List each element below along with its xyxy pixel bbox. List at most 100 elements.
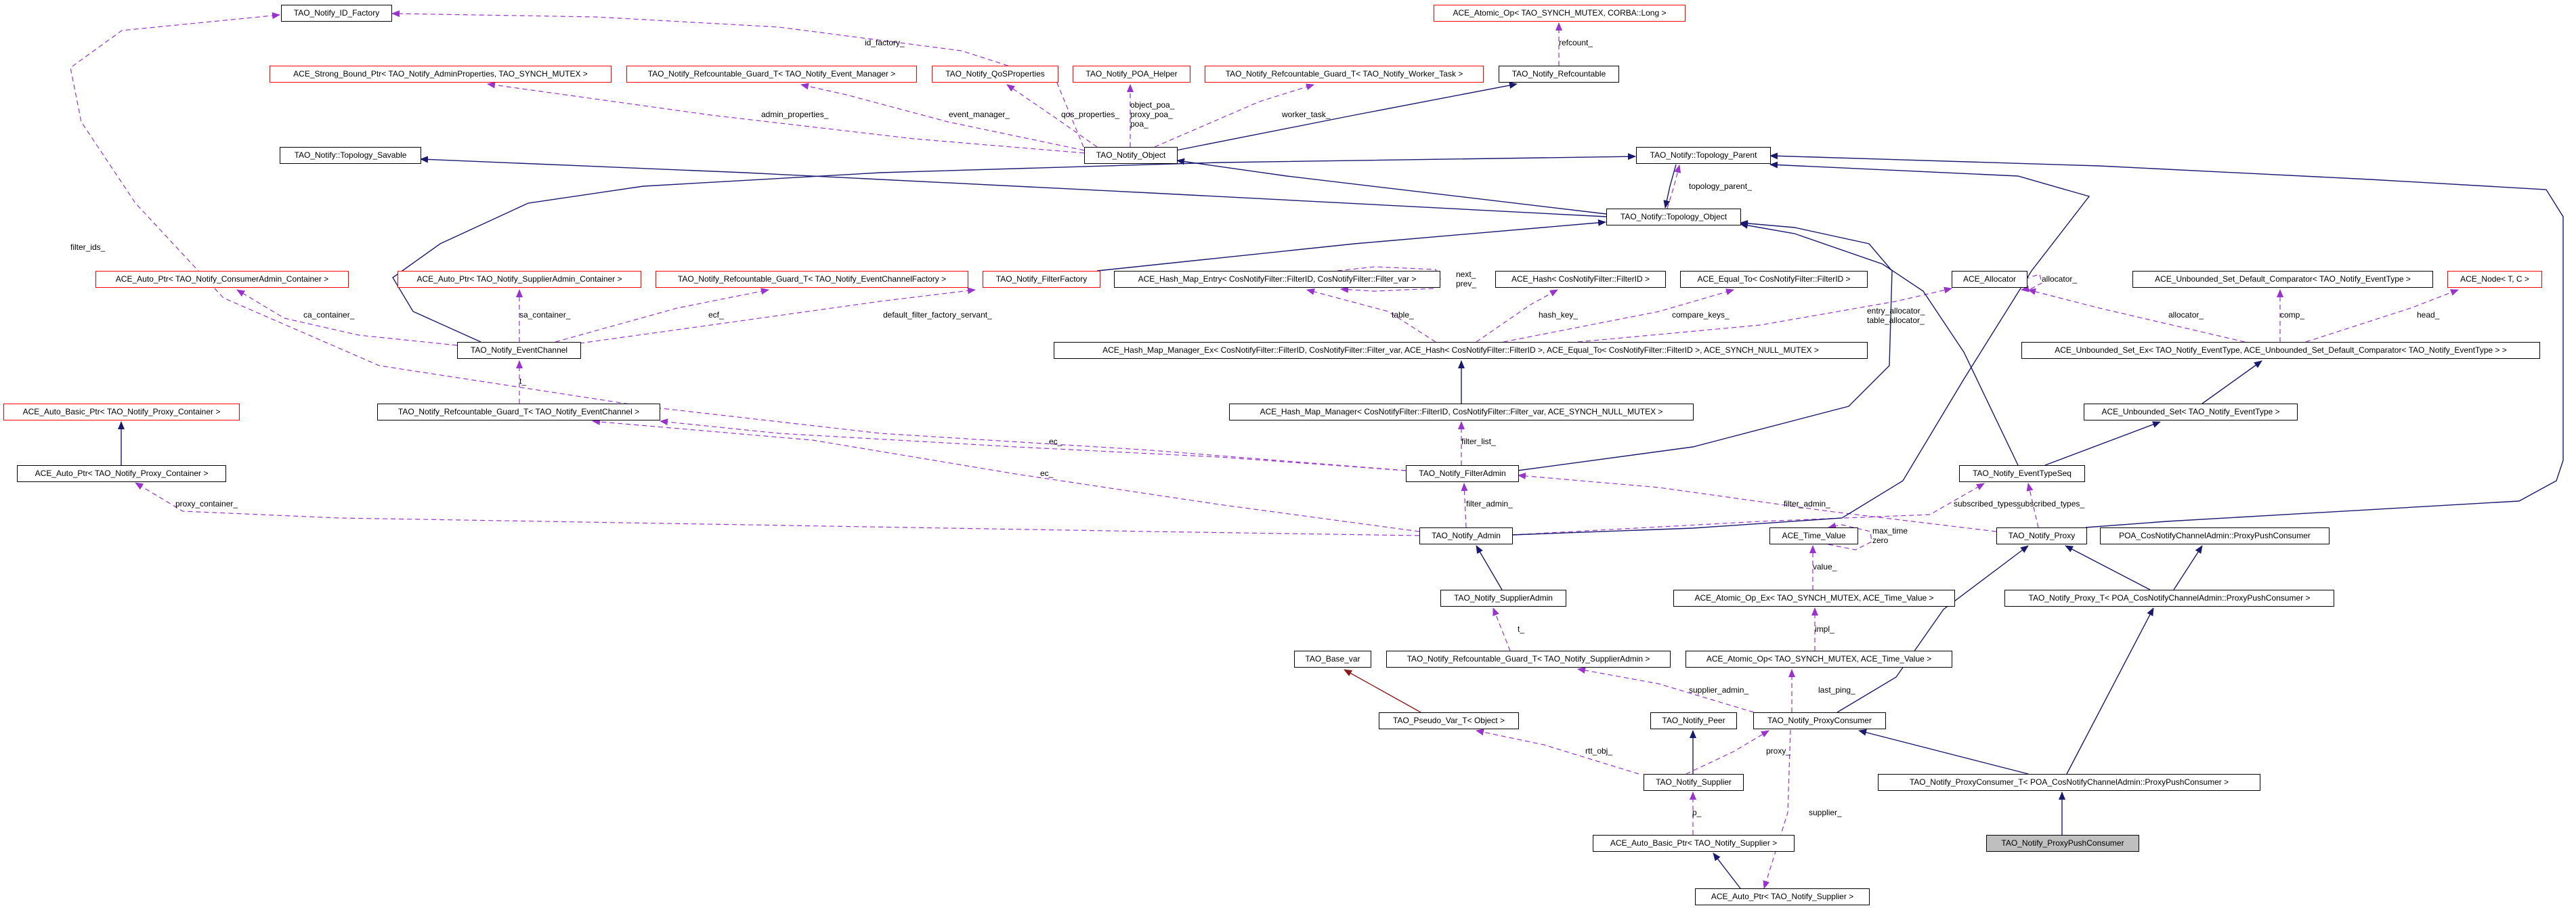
class-node-aoex[interactable]: ACE_Atomic_Op_Ex< TAO_SYNCH_MUTEX, ACE_T…: [1673, 590, 1955, 607]
class-node-node[interactable]: ACE_Node< T, C >: [2447, 271, 2542, 288]
edge-label: t_: [519, 376, 527, 386]
class-node-alloc[interactable]: ACE_Allocator: [1952, 271, 2027, 288]
inheritance-edge-pvar-to-bvar: [1344, 669, 1421, 713]
class-node-adm[interactable]: TAO_Notify_Admin: [1419, 527, 1513, 544]
class-node-pc[interactable]: TAO_Notify_ProxyConsumer: [1753, 712, 1886, 729]
inheritance-edge-ets-to-us: [2044, 421, 2161, 466]
inheritance-edge-ets-to-tobj: [1740, 221, 2019, 466]
usage-edge-usex-to-alloc: [2027, 288, 2246, 343]
class-node-bvar[interactable]: TAO_Base_var: [1294, 651, 1371, 668]
class-node-refc[interactable]: TAO_Notify_Refcountable: [1499, 66, 1619, 83]
class-node-ec[interactable]: TAO_Notify_EventChannel: [457, 342, 581, 359]
class-node-ppc[interactable]: TAO_Notify_ProxyPushConsumer: [1986, 835, 2139, 852]
class-node-sup[interactable]: TAO_Notify_Supplier: [1644, 774, 1744, 791]
class-node-ff[interactable]: TAO_Notify_FilterFactory: [983, 271, 1100, 288]
edge-label: filter_ids_: [70, 242, 106, 252]
class-node-cmp[interactable]: ACE_Unbounded_Set_Default_Comparator< TA…: [2132, 271, 2433, 288]
inheritance-edge-pc-to-prx: [1837, 545, 2029, 713]
class-node-qos[interactable]: TAO_Notify_QoSProperties: [932, 66, 1058, 83]
usage-edge-pc-to-aps: [1763, 729, 1791, 889]
edge-label: hash_key_: [1539, 310, 1579, 320]
inheritance-edge-adm-to-tpar: [1511, 161, 2090, 536]
class-node-aol[interactable]: ACE_Atomic_Op< TAO_SYNCH_MUTEX, CORBA::L…: [1434, 5, 1686, 22]
edge-label: supplier_admin_: [1689, 685, 1749, 695]
class-node-pct[interactable]: TAO_Notify_ProxyConsumer_T< POA_CosNotif…: [1878, 774, 2260, 791]
edge-label: head_: [2417, 310, 2440, 320]
class-node-apca[interactable]: ACE_Auto_Ptr< TAO_Notify_ConsumerAdmin_C…: [95, 271, 349, 288]
inheritance-edge-pct-to-prxt: [2066, 607, 2154, 775]
inheritance-edge-obj-to-refc: [1176, 82, 1518, 151]
class-node-obj[interactable]: TAO_Notify_Object: [1084, 147, 1178, 164]
usage-edge-hmmex-to-hme: [1306, 288, 1436, 343]
edge-label: ecf_: [708, 310, 724, 320]
class-node-usex[interactable]: ACE_Unbounded_Set_Ex< TAO_Notify_EventTy…: [2021, 342, 2540, 359]
usage-edge-ec-to-apca: [236, 289, 458, 346]
class-node-abps[interactable]: ACE_Auto_Basic_Ptr< TAO_Notify_Supplier …: [1593, 835, 1795, 852]
class-node-aotv[interactable]: ACE_Atomic_Op< TAO_SYNCH_MUTEX, ACE_Time…: [1686, 651, 1952, 668]
inheritance-edge-prx-to-tpar: [1769, 152, 2564, 528]
class-node-hash[interactable]: ACE_Hash< CosNotifyFilter::FilterID >: [1495, 271, 1666, 288]
class-node-tv[interactable]: ACE_Time_Value: [1769, 527, 1858, 544]
usage-edge-adm-to-rgec: [592, 418, 1420, 532]
class-node-tsav[interactable]: TAO_Notify::Topology_Savable: [280, 147, 421, 164]
usage-edge-tv-to-tv: [1828, 522, 1872, 550]
edge-label: id_factory_: [865, 38, 905, 47]
edge-label: worker_task_: [1282, 110, 1331, 119]
class-node-prx[interactable]: TAO_Notify_Proxy: [1996, 527, 2087, 544]
class-node-rgecf[interactable]: TAO_Notify_Refcountable_Guard_T< TAO_Not…: [656, 271, 968, 288]
usage-edge-fa-to-rgec: [660, 418, 1407, 471]
class-node-prxt[interactable]: TAO_Notify_Proxy_T< POA_CosNotifyChannel…: [2004, 590, 2334, 607]
class-node-sa[interactable]: TAO_Notify_SupplierAdmin: [1440, 590, 1566, 607]
class-node-appc[interactable]: ACE_Auto_Ptr< TAO_Notify_Proxy_Container…: [17, 465, 226, 482]
class-node-idf[interactable]: TAO_Notify_ID_Factory: [281, 5, 392, 22]
class-node-aps[interactable]: ACE_Auto_Ptr< TAO_Notify_Supplier >: [1695, 888, 1870, 905]
class-node-abppc[interactable]: ACE_Auto_Basic_Ptr< TAO_Notify_Proxy_Con…: [3, 404, 240, 420]
class-node-hme[interactable]: ACE_Hash_Map_Entry< CosNotifyFilter::Fil…: [1114, 271, 1440, 288]
edge-label: admin_properties_: [761, 110, 829, 119]
class-node-rgem[interactable]: TAO_Notify_Refcountable_Guard_T< TAO_Not…: [626, 66, 917, 83]
edge-label: event_manager_: [949, 110, 1010, 119]
inheritance-edge-us-to-usex: [2202, 360, 2262, 404]
edge-label: filter_admin_: [1784, 499, 1830, 509]
class-node-peer[interactable]: TAO_Notify_Peer: [1650, 712, 1737, 729]
class-node-eq[interactable]: ACE_Equal_To< CosNotifyFilter::FilterID …: [1680, 271, 1868, 288]
class-node-rgsa[interactable]: TAO_Notify_Refcountable_Guard_T< TAO_Not…: [1386, 651, 1671, 668]
class-node-rgec[interactable]: TAO_Notify_Refcountable_Guard_T< TAO_Not…: [377, 404, 660, 420]
edge-label: object_poa_ proxy_poa_ poa_: [1130, 100, 1175, 129]
edge-label: filter_list_: [1461, 437, 1496, 446]
class-node-hmmex[interactable]: ACE_Hash_Map_Manager_Ex< CosNotifyFilter…: [1054, 342, 1868, 359]
usage-edge-alloc-to-alloc: [2021, 274, 2042, 293]
edge-label: proxy_container_: [175, 499, 238, 509]
edge-label: p_: [1692, 808, 1702, 817]
class-node-us[interactable]: ACE_Unbounded_Set< TAO_Notify_EventType …: [2084, 404, 2298, 420]
class-node-sbp[interactable]: ACE_Strong_Bound_Ptr< TAO_Notify_AdminPr…: [270, 66, 611, 83]
inheritance-edge-prxt-to-prx: [2065, 545, 2151, 590]
edge-label: compare_keys_: [1672, 310, 1730, 320]
class-node-poah[interactable]: TAO_Notify_POA_Helper: [1073, 66, 1190, 83]
edge-label: max_time zero: [1872, 526, 1908, 545]
usage-edge-obj-to-qos: [1006, 84, 1098, 148]
class-node-tobj[interactable]: TAO_Notify::Topology_Object: [1606, 209, 1741, 225]
edge-label: next_ prev_: [1456, 269, 1477, 288]
usage-edge-ec-to-ff: [579, 287, 976, 344]
usage-edge-fa-to-idf: [70, 12, 1407, 471]
class-node-ets[interactable]: TAO_Notify_EventTypeSeq: [1959, 465, 2085, 482]
edge-label: comp_: [2280, 310, 2305, 320]
usage-edge-rgsa-to-sa: [1493, 607, 1511, 651]
edge-label: ec_: [1049, 437, 1062, 446]
usage-edge-obj-to-rgwt: [1154, 83, 1314, 148]
class-node-hmm[interactable]: ACE_Hash_Map_Manager< CosNotifyFilter::F…: [1229, 404, 1694, 420]
class-node-poappc[interactable]: POA_CosNotifyChannelAdmin::ProxyPushCons…: [2100, 527, 2330, 544]
edge-label: allocator_: [2042, 274, 2078, 284]
edge-label: allocator_: [2168, 310, 2204, 320]
edge-label: qos_properties_: [1061, 110, 1120, 119]
class-node-rgwt[interactable]: TAO_Notify_Refcountable_Guard_T< TAO_Not…: [1205, 66, 1484, 83]
class-node-apsa[interactable]: ACE_Auto_Ptr< TAO_Notify_SupplierAdmin_C…: [398, 271, 641, 288]
class-node-tpar[interactable]: TAO_Notify::Topology_Parent: [1636, 147, 1771, 164]
class-node-pvar[interactable]: TAO_Pseudo_Var_T< Object >: [1379, 712, 1519, 729]
inheritance-edge-fa-to-tobj: [1517, 219, 1893, 471]
class-node-fa[interactable]: TAO_Notify_FilterAdmin: [1406, 465, 1519, 482]
usage-edge-adm-to-appc: [135, 482, 1420, 536]
